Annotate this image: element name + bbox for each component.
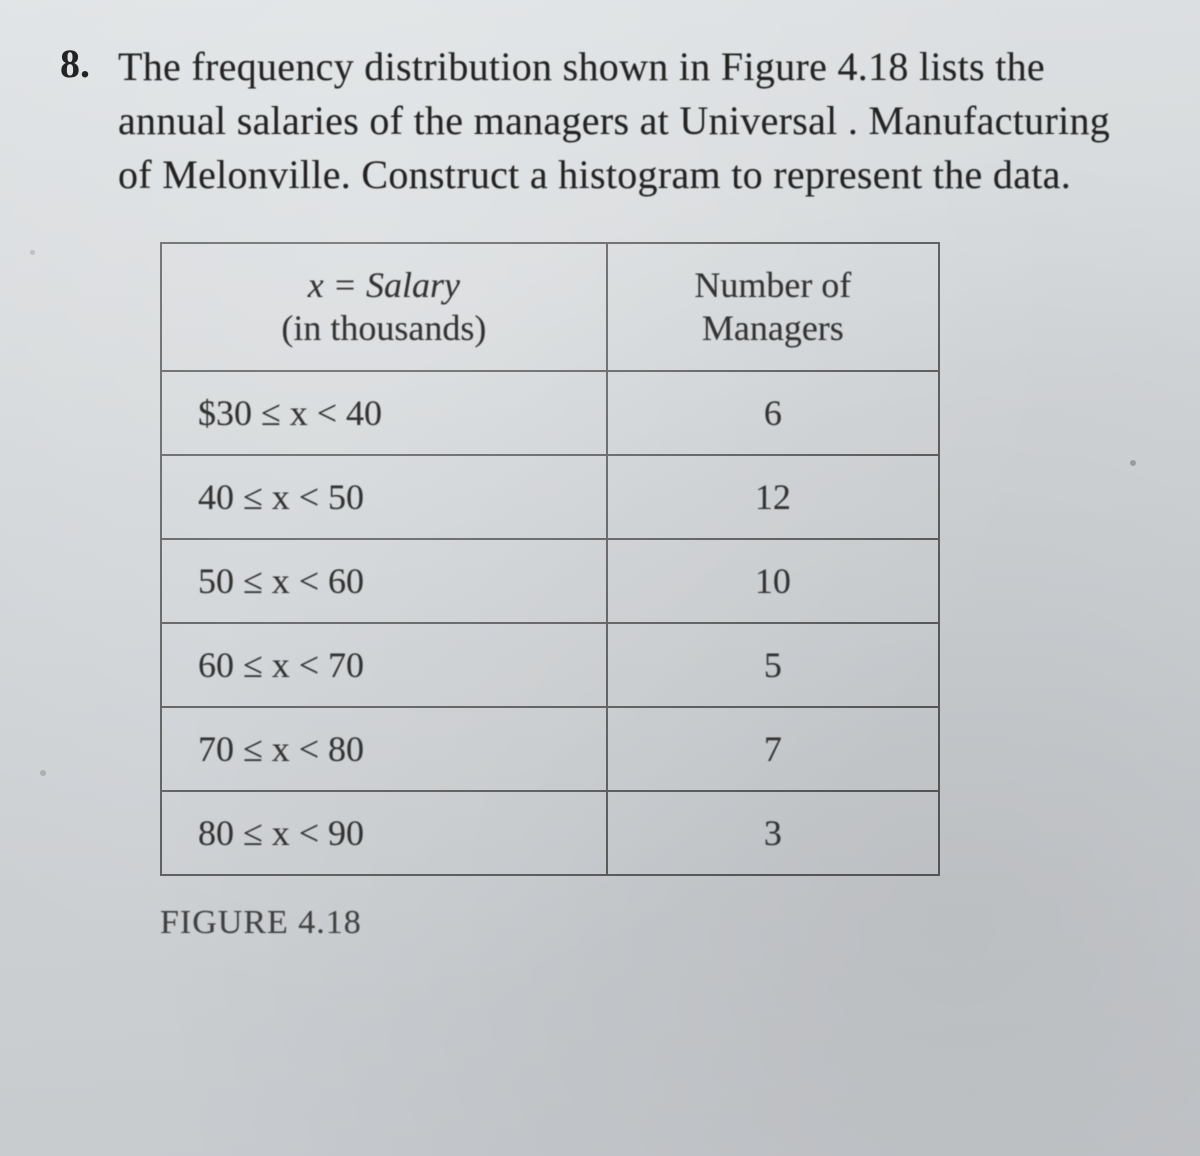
figure-caption: FIGURE 4.18 — [160, 904, 1140, 942]
speck — [40, 770, 46, 776]
cell-range: 80 ≤ x < 90 — [161, 791, 607, 875]
cell-range: 70 ≤ x < 80 — [161, 707, 607, 791]
table-row: 40 ≤ x < 50 12 — [161, 455, 939, 539]
table-wrap: x = Salary (in thousands) Number of Mana… — [160, 242, 1140, 876]
scanned-page: 8. The frequency distribution shown in F… — [0, 0, 1200, 1156]
table-body: $30 ≤ x < 40 6 40 ≤ x < 50 12 50 ≤ x < 6… — [161, 371, 939, 875]
cell-count: 5 — [607, 623, 939, 707]
cell-count: 12 — [607, 455, 939, 539]
header-salary-line1: x = Salary — [308, 265, 460, 305]
cell-count: 3 — [607, 791, 939, 875]
question-number: 8. — [60, 40, 100, 202]
table-row: 50 ≤ x < 60 10 — [161, 539, 939, 623]
header-salary: x = Salary (in thousands) — [161, 243, 607, 371]
speck — [1130, 460, 1136, 466]
frequency-table: x = Salary (in thousands) Number of Mana… — [160, 242, 940, 876]
cell-range: 60 ≤ x < 70 — [161, 623, 607, 707]
table-row: 70 ≤ x < 80 7 — [161, 707, 939, 791]
table-header-row: x = Salary (in thousands) Number of Mana… — [161, 243, 939, 371]
cell-count: 6 — [607, 371, 939, 455]
table-row: 60 ≤ x < 70 5 — [161, 623, 939, 707]
question-block: 8. The frequency distribution shown in F… — [60, 40, 1140, 202]
cell-range: $30 ≤ x < 40 — [161, 371, 607, 455]
speck — [30, 250, 35, 255]
cell-range: 50 ≤ x < 60 — [161, 539, 607, 623]
table-row: $30 ≤ x < 40 6 — [161, 371, 939, 455]
header-count-line1: Number of — [694, 265, 851, 305]
cell-count: 10 — [607, 539, 939, 623]
cell-range: 40 ≤ x < 50 — [161, 455, 607, 539]
header-salary-line2: (in thousands) — [281, 308, 486, 348]
header-count: Number of Managers — [607, 243, 939, 371]
header-count-line2: Managers — [702, 308, 844, 348]
cell-count: 7 — [607, 707, 939, 791]
table-row: 80 ≤ x < 90 3 — [161, 791, 939, 875]
question-text: The frequency distribution shown in Figu… — [118, 40, 1140, 202]
